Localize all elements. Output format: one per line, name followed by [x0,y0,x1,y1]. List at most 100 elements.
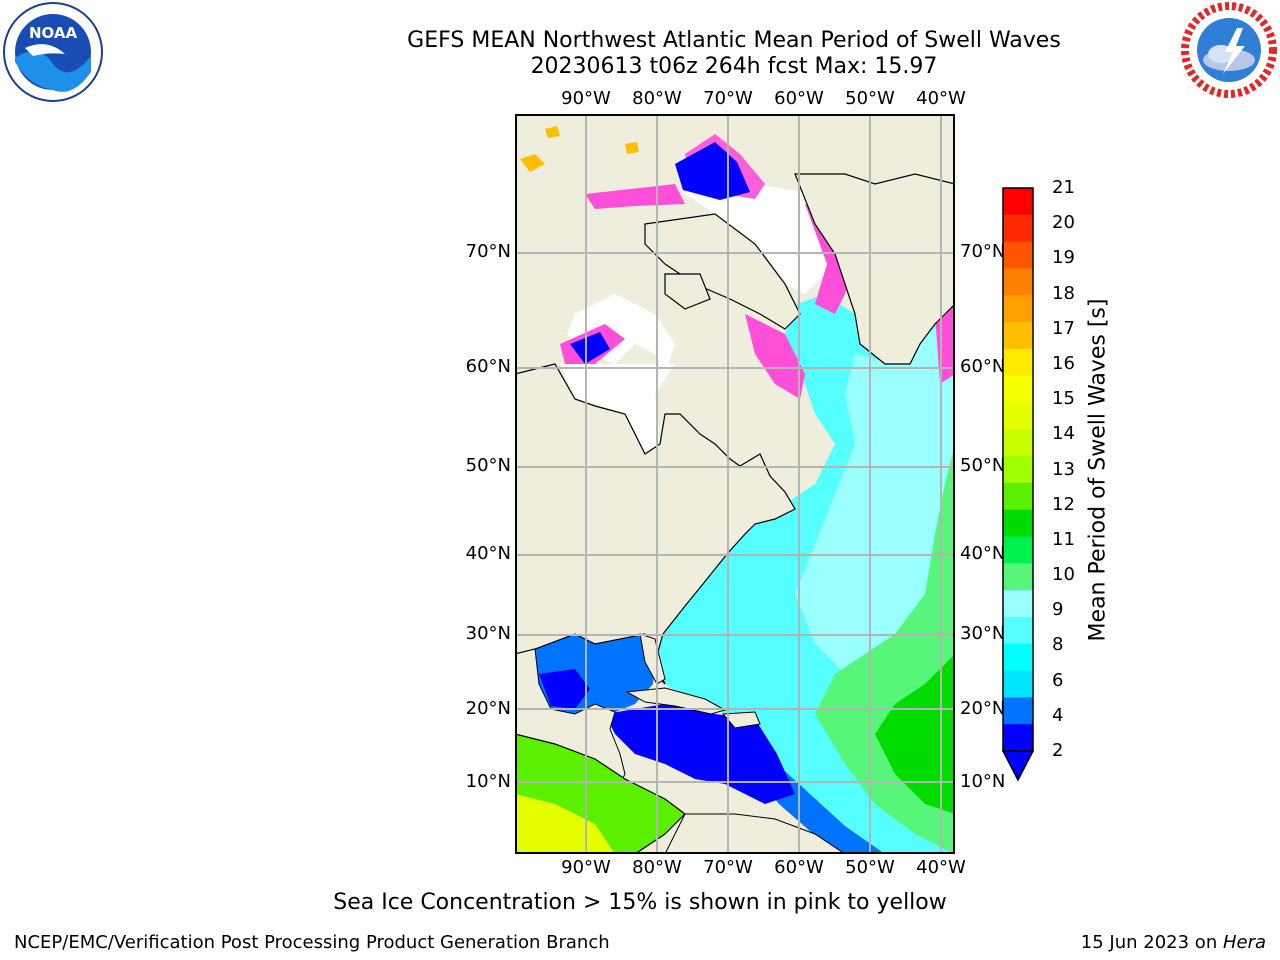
colorbar-segment [1003,241,1033,269]
colorbar-segments [1003,188,1033,752]
florida-land [639,633,666,685]
colorbar-segment [1003,482,1033,511]
map-panel [515,114,955,854]
hispaniola-land [721,711,761,729]
lat-tick-left-10n: 10°N [465,771,511,792]
sea-ice-yellow-patches [520,126,639,172]
lon-tick-bottom-80w: 80°W [632,857,682,878]
colorbar-tick-label: 13 [1052,458,1075,480]
sea-ice-note: Sea Ice Concentration > 15% is shown in … [333,890,947,915]
colorbar-segment [1003,536,1033,564]
colorbar-tick-label: 17 [1052,317,1075,339]
map-gridlines [515,114,955,854]
lat-tick-right-20n: 20°N [960,698,1006,719]
lon-tick-bottom-70w: 70°W [703,857,753,878]
caribbean-sea [605,704,795,804]
cuba-land [625,687,727,715]
hudson-bay-south [560,364,675,454]
colorbar-segment [1003,643,1033,672]
colorbar-segment [1003,697,1033,725]
lat-tick-right-50n: 50°N [960,455,1006,476]
colorbar-tick-label: 11 [1052,528,1075,550]
arctic-island-land [664,273,711,310]
lon-tick-bottom-90w: 90°W [561,857,611,878]
colorbar [1001,187,1035,782]
lon-tick-top-90w: 90°W [561,88,611,109]
ocean-light-cyan-region [795,314,955,674]
colorbar-segment [1003,268,1033,296]
sea-ice-fringe-arctic [585,184,685,209]
colorbar-segment [1003,322,1033,350]
colorbar-tick-label: 18 [1052,282,1075,304]
colorbar-frame [1002,187,1034,752]
lat-tick-left-30n: 30°N [465,623,511,644]
lon-tick-top-70w: 70°W [703,88,753,109]
map-frame [515,114,955,854]
colorbar-tick-label: 10 [1052,564,1075,586]
colorbar-tick-label: 20 [1052,212,1075,234]
sea-ice-blue-hudson [570,332,610,364]
colorbar-tick-label: 6 [1052,669,1064,691]
baffin-island-land [644,213,801,330]
colorbar-segment [1003,616,1033,645]
colorbar-segment [1003,429,1033,457]
colorbar-segment [1003,724,1033,752]
lon-tick-bottom-40w: 40°W [916,857,966,878]
lat-tick-right-60n: 60°N [960,356,1006,377]
lat-tick-left-20n: 20°N [465,698,511,719]
south-america-yellow-area [515,794,615,854]
lat-tick-left-50n: 50°N [465,455,511,476]
national-weather-service-logo [1181,2,1277,98]
colorbar-segment [1003,509,1033,538]
colorbar-tick-label: 8 [1052,634,1064,656]
colorbar-segment [1003,188,1033,216]
colorbar-tick-label: 4 [1052,704,1064,726]
ocean-bright-green-region [875,654,955,814]
title-line-1: GEFS MEAN Northwest Atlantic Mean Period… [407,28,1061,53]
sea-ice-fringe-hudson-strait [745,314,805,399]
lat-tick-left-60n: 60°N [465,356,511,377]
colorbar-segment [1003,348,1033,377]
lat-tick-left-40n: 40°N [465,543,511,564]
footer-branch: NCEP/EMC/Verification Post Processing Pr… [14,932,610,953]
noaa-logo-text: NOAA [29,24,78,42]
colorbar-extend-arrow [1001,750,1035,782]
lat-tick-left-70n: 70°N [465,241,511,262]
lon-tick-bottom-50w: 50°W [845,857,895,878]
colorbar-segment [1003,402,1033,430]
noaa-logo: NOAA [3,2,103,102]
lat-tick-right-40n: 40°N [960,543,1006,564]
colorbar-tick-label: 21 [1052,177,1075,198]
colorbar-tick-label: 2 [1052,740,1064,761]
colorbar-tick-label: 15 [1052,388,1075,410]
lon-tick-top-40w: 40°W [916,88,966,109]
colorbar-tick-label: 12 [1052,493,1075,515]
colorbar-label: Mean Period of Swell Waves [s] [1085,298,1111,642]
lon-tick-top-60w: 60°W [774,88,824,109]
lon-tick-bottom-60w: 60°W [774,857,824,878]
lon-tick-top-80w: 80°W [632,88,682,109]
lat-tick-right-70n: 70°N [960,241,1006,262]
footer-date: 15 Jun 2023 on Hera [1081,932,1266,953]
title-line-2: 20230613 t06z 264h fcst Max: 15.97 [530,54,938,79]
colorbar-tick-label: 14 [1052,423,1075,445]
lat-tick-right-30n: 30°N [960,623,1006,644]
colorbar-tick-label: 19 [1052,247,1075,269]
colorbar-tick-label: 16 [1052,352,1075,374]
colorbar-tick-label: 9 [1052,599,1064,621]
greenland-land [794,173,955,365]
gulf-deep-region [539,669,590,709]
colorbar-segment [1003,456,1033,484]
sea-ice-deep-blue-baffin [675,142,750,200]
footer-date-text: 15 Jun 2023 on [1080,932,1223,953]
chart-title: GEFS MEAN Northwest Atlantic Mean Period… [0,28,1280,80]
lon-tick-top-50w: 50°W [845,88,895,109]
footer-host: Hera [1222,932,1266,953]
lat-tick-right-10n: 10°N [960,771,1006,792]
colorbar-segment [1003,590,1033,618]
colorbar-segment [1003,375,1033,403]
colorbar-segment [1003,670,1033,698]
colorbar-segment [1003,295,1033,323]
colorbar-segment [1003,563,1033,591]
colorbar-segment [1003,214,1033,243]
